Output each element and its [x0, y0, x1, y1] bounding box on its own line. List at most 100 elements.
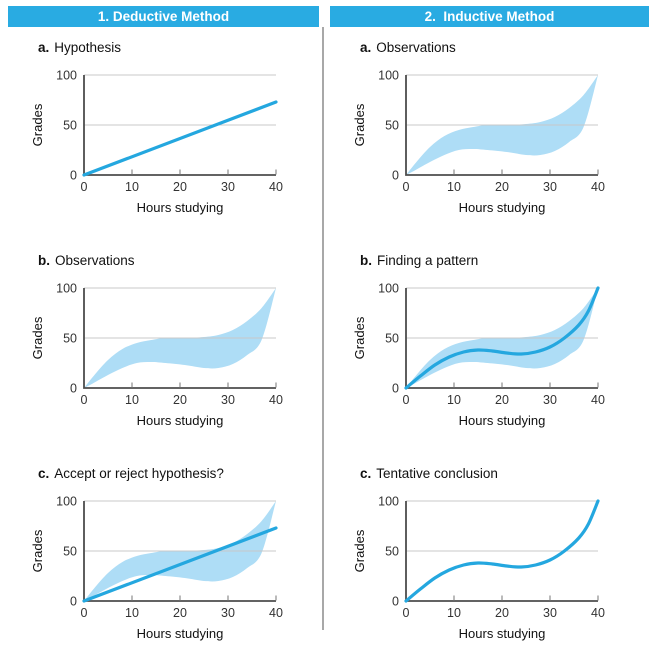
column-divider: [322, 27, 324, 630]
y-tick-label-0: 0: [392, 595, 399, 609]
x-tick-label-0: 0: [403, 180, 410, 194]
y-tick-label-0: 0: [392, 169, 399, 183]
panel-deductive-a: a. Hypothesis 0 10 20 30 40 0 50 100 Hours studyi…: [8, 40, 319, 221]
panel-title-text: Finding a pattern: [377, 253, 479, 268]
x-tick-label-20: 20: [495, 180, 509, 194]
y-axis-label: Grades: [352, 103, 367, 146]
panel-letter: c.: [360, 466, 372, 481]
y-tick-label-100: 100: [378, 69, 399, 83]
observations-band: [406, 288, 598, 388]
y-axis-label: Grades: [352, 529, 367, 572]
y-tick-label-100: 100: [56, 282, 77, 296]
chart-hypothesis: 0 10 20 30 40 0 50 100 Hours studying Grades: [30, 69, 283, 216]
inductive-method-header: 2. Inductive Method: [330, 6, 649, 27]
chart-tentative-conclusion: 0 10 20 30 40 0 50 100 Hours studying Grades: [352, 495, 605, 642]
observations-band: [406, 75, 598, 175]
panel-inductive-c: c. Tentative conclusion 0 10 20 30 40 0 50 100 Ho…: [330, 466, 649, 647]
x-tick-label-10: 10: [125, 393, 139, 407]
y-tick-label-50: 50: [385, 332, 399, 346]
y-tick-label-0: 0: [70, 382, 77, 396]
x-tick-label-30: 30: [543, 393, 557, 407]
axes: [83, 288, 276, 389]
x-tick-label-10: 10: [447, 606, 461, 620]
panel-letter: b.: [38, 253, 50, 268]
y-tick-label-100: 100: [56, 69, 77, 83]
y-tick-label-0: 0: [70, 169, 77, 183]
x-tick-label-10: 10: [125, 180, 139, 194]
panel-title-text: Tentative conclusion: [376, 466, 498, 481]
x-axis-label: Hours studying: [459, 626, 546, 641]
x-axis-label: Hours studying: [459, 200, 546, 215]
x-tick-label-40: 40: [591, 606, 605, 620]
panel-title-deductive-c: c. Accept or reject hypothesis?: [38, 466, 319, 483]
x-tick-label-0: 0: [81, 606, 88, 620]
panel-title-inductive-c: c. Tentative conclusion: [360, 466, 649, 483]
panel-title-text: Accept or reject hypothesis?: [54, 466, 224, 481]
panel-letter: b.: [360, 253, 372, 268]
x-tick-label-40: 40: [269, 393, 283, 407]
x-tick-label-20: 20: [173, 606, 187, 620]
x-tick-label-40: 40: [269, 606, 283, 620]
y-axis-label: Grades: [352, 316, 367, 359]
x-tick-label-0: 0: [403, 606, 410, 620]
x-tick-label-30: 30: [543, 180, 557, 194]
y-axis-label: Grades: [30, 316, 45, 359]
x-tick-label-30: 30: [221, 393, 235, 407]
x-axis-label: Hours studying: [137, 413, 224, 428]
inductive-method-column: 2. Inductive Method a. Observations 0 10 20…: [330, 0, 649, 647]
panel-title-text: Hypothesis: [54, 40, 122, 55]
y-tick-label-50: 50: [63, 545, 77, 559]
x-tick-label-20: 20: [495, 393, 509, 407]
y-tick-label-50: 50: [385, 119, 399, 133]
x-tick-label-20: 20: [495, 606, 509, 620]
chart-observations-deductive: 0 10 20 30 40 0 50 100 Hours studying Grades: [30, 282, 283, 429]
panel-deductive-c: c. Accept or reject hypothesis? 0 10 20 30 40…: [8, 466, 319, 647]
x-tick-label-20: 20: [173, 393, 187, 407]
y-tick-label-50: 50: [63, 332, 77, 346]
axes: [405, 75, 598, 176]
x-tick-label-10: 10: [447, 180, 461, 194]
panel-title-text: Observations: [376, 40, 456, 55]
deductive-method-header-label: 1. Deductive Method: [97, 9, 230, 24]
panel-title-inductive-a: a. Observations: [360, 40, 649, 57]
y-axis-label: Grades: [30, 103, 45, 146]
x-tick-label-40: 40: [269, 180, 283, 194]
x-tick-label-0: 0: [403, 393, 410, 407]
chart-observations-inductive: 0 10 20 30 40 0 50 100 Hours studying Grades: [352, 69, 605, 216]
y-tick-label-0: 0: [392, 382, 399, 396]
panel-letter: c.: [38, 466, 50, 481]
y-tick-label-0: 0: [70, 595, 77, 609]
x-tick-label-20: 20: [173, 180, 187, 194]
panel-letter: a.: [38, 40, 50, 55]
deductive-method-header: 1. Deductive Method: [8, 6, 319, 27]
y-tick-label-100: 100: [378, 282, 399, 296]
panel-inductive-a: a. Observations 0 10 20 30 40 0 50 100 Hours stud…: [330, 40, 649, 221]
x-tick-label-10: 10: [447, 393, 461, 407]
x-tick-label-0: 0: [81, 393, 88, 407]
panel-deductive-b: b. Observations 0 10 20 30 40 0 50 100 Hours stud…: [8, 253, 319, 434]
panel-title-deductive-b: b. Observations: [38, 253, 319, 270]
observations-band: [84, 501, 276, 601]
observations-band: [84, 288, 276, 388]
panel-letter: a.: [360, 40, 372, 55]
panel-title-inductive-b: b. Finding a pattern: [360, 253, 649, 270]
chart-finding-pattern: 0 10 20 30 40 0 50 100 Hours studying Grades: [352, 282, 605, 429]
x-axis-label: Hours studying: [459, 413, 546, 428]
x-tick-label-30: 30: [543, 606, 557, 620]
panel-title-deductive-a: a. Hypothesis: [38, 40, 319, 57]
chart-accept-reject: 0 10 20 30 40 0 50 100 Hours studying Grades: [30, 495, 283, 642]
y-axis-label: Grades: [30, 529, 45, 572]
x-tick-label-0: 0: [81, 180, 88, 194]
deductive-method-column: 1. Deductive Method a. Hypothesis 0 10 20 30…: [8, 0, 319, 647]
pattern-curve: [404, 286, 600, 390]
x-tick-label-40: 40: [591, 180, 605, 194]
x-axis-label: Hours studying: [137, 626, 224, 641]
inductive-method-header-label: 2. Inductive Method: [424, 9, 555, 24]
y-tick-label-50: 50: [63, 119, 77, 133]
panel-inductive-b: b. Finding a pattern 0 10 20 30 40 0 50 100 Hours…: [330, 253, 649, 434]
x-tick-label-40: 40: [591, 393, 605, 407]
x-tick-label-30: 30: [221, 606, 235, 620]
hypothesis-line: [82, 526, 278, 603]
